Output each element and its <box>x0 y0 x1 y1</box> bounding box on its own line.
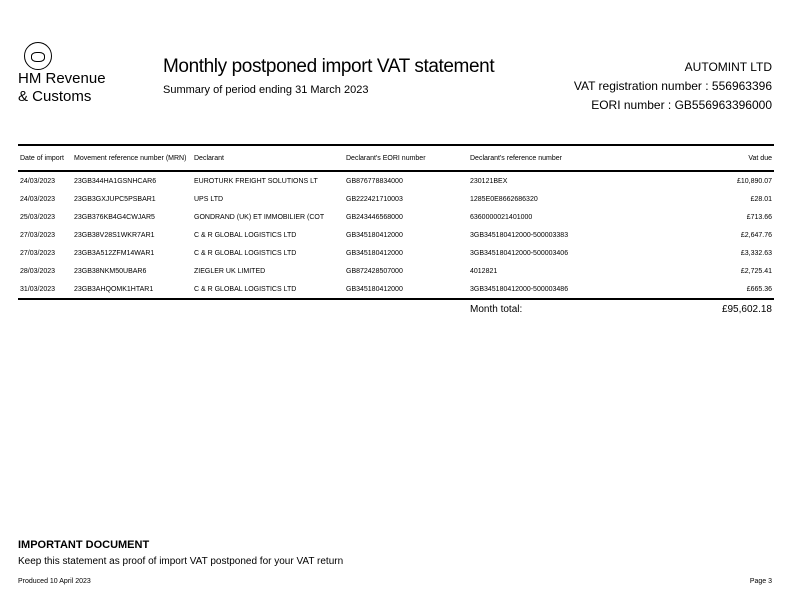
table-cell: GB876778834000 <box>346 177 403 185</box>
produced-date: Produced 10 April 2023 <box>18 578 91 585</box>
total-spacer <box>18 299 468 318</box>
table-cell: GB243446568000 <box>346 213 403 221</box>
column-header: Declarant <box>194 154 224 162</box>
table-cell: C & R GLOBAL LOGISTICS LTD <box>194 249 297 257</box>
table-cell: 23GB38NKM50UBAR6 <box>74 267 147 275</box>
table-cell: 1285E0E8662686320 <box>470 195 538 203</box>
table-cell: 23GB344HA1GSNHCAR6 <box>74 177 157 185</box>
month-total-label: Month total: <box>470 304 523 315</box>
table-cell: 4012821 <box>470 267 498 275</box>
logo-line1: HM Revenue <box>18 70 106 87</box>
table-cell: GONDRAND (UK) ET IMMOBILIER (COT <box>194 213 325 221</box>
table-cell: 23GB3GXJUPC5PSBAR1 <box>74 195 156 203</box>
table-cell: C & R GLOBAL LOGISTICS LTD <box>194 285 297 293</box>
crest-icon <box>24 42 52 70</box>
table-cell: 23GB376KB4G4CWJAR5 <box>74 213 155 221</box>
table-row: 31/03/2023 23GB3AHQOMK1HTAR1 C & R GLOBAL … <box>18 280 774 299</box>
company-name: AUTOMINT LTD <box>684 60 772 74</box>
vat-registration: VAT registration number : 556963396 <box>573 79 772 93</box>
table-cell: 25/03/2023 <box>20 213 56 221</box>
table-cell: GB222421710003 <box>346 195 403 203</box>
important-heading: IMPORTANT DOCUMENT <box>18 539 150 551</box>
column-header: Movement reference number (MRN) <box>74 154 187 162</box>
column-header: Vat due <box>748 154 772 162</box>
table-cell: 27/03/2023 <box>20 231 56 239</box>
column-header: Declarant's EORI number <box>346 154 426 162</box>
table-cell: 31/03/2023 <box>20 285 56 293</box>
table-cell: 23GB38V28S1WKR7AR1 <box>74 231 155 239</box>
table-cell: GB345180412000 <box>346 231 403 239</box>
month-total-row: Month total: £95,602.18 <box>18 299 774 318</box>
table-cell: 3GB345180412000-500003406 <box>470 249 569 257</box>
table-cell: 27/03/2023 <box>20 249 56 257</box>
table-cell: 3GB345180412000-500003383 <box>470 231 569 239</box>
table-cell: £10,890.07 <box>736 177 772 185</box>
table-cell: GB872428507000 <box>346 267 403 275</box>
table-cell: C & R GLOBAL LOGISTICS LTD <box>194 231 297 239</box>
table-cell: 24/03/2023 <box>20 195 56 203</box>
table-cell: £665.36 <box>746 285 772 293</box>
table-cell: 3GB345180412000-500003486 <box>470 285 569 293</box>
hmrc-logo: HM Revenue & Customs <box>18 42 138 106</box>
table-cell: £28.01 <box>750 195 772 203</box>
table-row: 27/03/2023 23GB3A512ZFM14WAR1 C & R GLOBAL… <box>18 244 774 262</box>
page-title: Monthly postponed import VAT statement <box>163 56 495 77</box>
table-cell: 23GB3A512ZFM14WAR1 <box>74 249 155 257</box>
table-cell: UPS LTD <box>194 195 224 203</box>
table-cell: 24/03/2023 <box>20 177 56 185</box>
page-number: Page 3 <box>749 578 772 585</box>
table-cell: £2,647.76 <box>740 231 772 239</box>
table-cell: GB345180412000 <box>346 249 403 257</box>
eori-number: EORI number : GB556963396000 <box>591 98 772 112</box>
table-cell: GB345180412000 <box>346 285 403 293</box>
month-total-value: £95,602.18 <box>721 304 772 315</box>
table-cell: EUROTURK FREIGHT SOLUTIONS LT <box>194 177 318 185</box>
page-subtitle: Summary of period ending 31 March 2023 <box>163 84 369 96</box>
table-cell: £713.66 <box>746 213 772 221</box>
column-header: Declarant's reference number <box>470 154 562 162</box>
logo-line2: & Customs <box>18 88 92 105</box>
table-row: 25/03/2023 23GB376KB4G4CWJAR5 GONDRAND (UK… <box>18 208 774 226</box>
statement-table: Date of import Movement reference number … <box>18 144 774 318</box>
table-row: 24/03/2023 23GB3GXJUPC5PSBAR1 UPS LTD GB222… <box>18 190 774 208</box>
table-cell: 230121BEX <box>470 177 508 185</box>
table-header: Date of import Movement reference number … <box>18 145 774 171</box>
table-cell: 28/03/2023 <box>20 267 56 275</box>
company-info: AUTOMINT LTD VAT registration number : 5… <box>574 58 772 115</box>
table-cell: 6360000021401000 <box>470 213 533 221</box>
table-row: 28/03/2023 23GB38NKM50UBAR6 ZIEGLER UK LIM… <box>18 262 774 280</box>
table-cell: £3,332.63 <box>740 249 772 257</box>
table-cell: £2,725.41 <box>740 267 772 275</box>
table-row: 27/03/2023 23GB38V28S1WKR7AR1 C & R GLOBAL… <box>18 226 774 244</box>
column-header: Date of import <box>20 154 64 162</box>
keep-notice: Keep this statement as proof of import V… <box>18 556 344 567</box>
table-row: 24/03/2023 23GB344HA1GSNHCAR6 EUROTURK FRE… <box>18 171 774 190</box>
table-cell: 23GB3AHQOMK1HTAR1 <box>74 285 154 293</box>
table-cell: ZIEGLER UK LIMITED <box>194 267 266 275</box>
